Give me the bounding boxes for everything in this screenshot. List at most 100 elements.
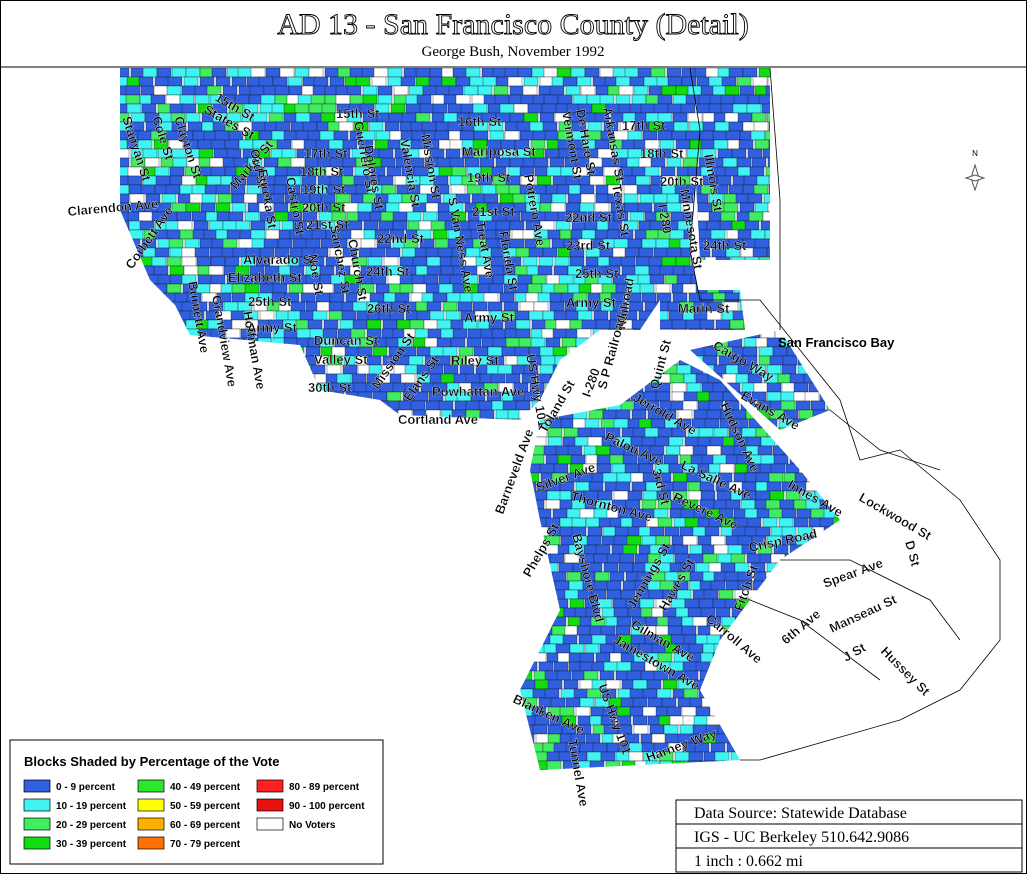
block — [329, 688, 345, 699]
block — [780, 166, 796, 177]
block — [592, 328, 608, 339]
block — [764, 688, 780, 699]
block — [366, 319, 382, 330]
block — [394, 517, 410, 528]
block — [191, 184, 207, 195]
block — [783, 445, 799, 456]
block — [205, 382, 221, 393]
block — [546, 760, 562, 770]
block — [208, 724, 224, 735]
block — [835, 364, 840, 375]
block — [821, 202, 837, 213]
block — [627, 490, 643, 501]
block — [626, 670, 642, 681]
block — [531, 274, 547, 285]
source-line: IGS - UC Berkeley 510.642.9086 — [694, 829, 909, 846]
block — [622, 544, 638, 555]
block — [268, 589, 284, 600]
block — [726, 742, 742, 753]
block — [169, 463, 185, 474]
block — [473, 130, 489, 141]
block — [316, 571, 332, 582]
block — [268, 112, 284, 123]
block — [246, 562, 262, 573]
block — [425, 283, 441, 294]
block — [847, 527, 861, 536]
title: AD 13 - San Francisco County (Detail) — [277, 8, 749, 41]
legend-title: Blocks Shaded by Percentage of the Vote — [24, 754, 280, 769]
block — [839, 382, 840, 393]
block — [512, 580, 528, 591]
block — [150, 94, 166, 105]
block — [157, 400, 173, 411]
block — [355, 76, 371, 87]
block — [139, 688, 155, 699]
block — [520, 760, 536, 770]
block — [483, 193, 499, 204]
block — [499, 103, 515, 114]
block — [338, 724, 354, 735]
block — [388, 571, 404, 582]
block — [332, 454, 348, 465]
block — [792, 220, 808, 231]
block — [802, 68, 818, 78]
block — [270, 337, 286, 348]
block — [465, 400, 481, 411]
block — [153, 85, 169, 96]
block — [265, 445, 281, 456]
block — [789, 373, 805, 384]
block — [120, 283, 130, 294]
block — [166, 229, 182, 240]
block — [361, 607, 377, 618]
block — [537, 625, 553, 636]
block — [522, 779, 536, 788]
block — [417, 463, 433, 474]
legend-swatch — [137, 817, 165, 831]
legend-label: No Voters — [289, 820, 336, 831]
block — [316, 643, 332, 654]
block — [240, 607, 256, 618]
block — [149, 652, 165, 663]
block — [120, 481, 130, 492]
block — [744, 733, 760, 744]
block — [284, 616, 300, 627]
block — [329, 292, 345, 303]
block — [183, 634, 199, 645]
block — [834, 175, 840, 186]
block — [495, 220, 511, 231]
block — [272, 688, 288, 699]
block — [709, 436, 725, 447]
block — [687, 607, 703, 618]
block — [199, 76, 215, 87]
block — [183, 535, 199, 546]
block — [789, 544, 805, 555]
block — [141, 517, 157, 528]
block — [823, 553, 839, 564]
block — [401, 562, 417, 573]
block — [400, 76, 416, 87]
block — [821, 742, 837, 753]
block — [731, 715, 747, 726]
block — [322, 490, 338, 501]
block — [830, 733, 840, 744]
block — [806, 310, 822, 321]
block — [396, 670, 412, 681]
block — [816, 274, 832, 285]
block — [203, 688, 219, 699]
block — [705, 679, 721, 690]
block — [520, 679, 536, 690]
block — [740, 499, 756, 510]
block — [476, 742, 492, 753]
block — [371, 553, 387, 564]
block — [649, 526, 665, 537]
block — [743, 175, 759, 186]
block — [141, 571, 157, 582]
block — [415, 706, 431, 717]
block — [120, 148, 130, 159]
block — [234, 481, 250, 492]
block — [155, 625, 171, 636]
block — [764, 229, 780, 240]
block — [444, 616, 460, 627]
block — [804, 661, 820, 672]
block — [360, 238, 376, 249]
